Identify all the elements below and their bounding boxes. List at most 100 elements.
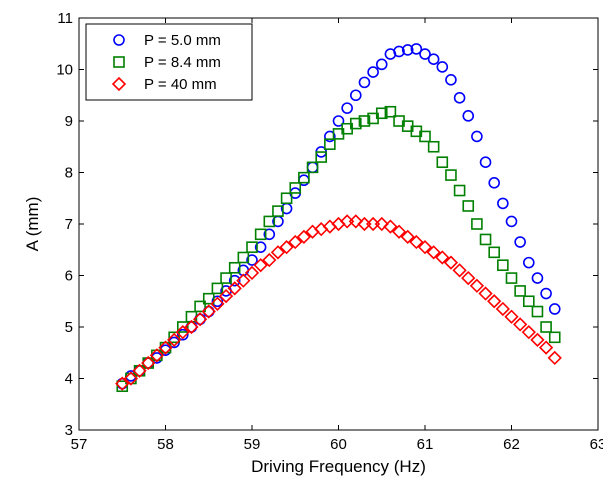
diamond-point <box>218 288 234 304</box>
circle-point <box>445 74 457 86</box>
circle-point <box>462 110 475 122</box>
x-tick-label: 62 <box>503 436 520 453</box>
circle-point <box>324 130 336 143</box>
diamond-point <box>513 317 528 332</box>
circle-point <box>436 61 449 73</box>
legend: P = 5.0 mm P = 8.4 mm P = 40 mm <box>85 23 253 101</box>
diamond-point <box>192 312 208 327</box>
circle-point <box>531 272 544 284</box>
x-tick-label: 63 <box>590 436 603 453</box>
diamond-point <box>253 258 268 273</box>
legend-entry-label: P = 40 mm <box>144 76 217 93</box>
circle-point <box>427 53 440 66</box>
circle-point <box>246 254 258 266</box>
square-point <box>168 331 180 344</box>
square-point <box>384 105 397 118</box>
diamond-point <box>521 325 536 340</box>
diamond-point <box>279 240 294 255</box>
legend-entry-label: P = 5.0 mm <box>144 32 221 49</box>
circle-point <box>254 241 267 253</box>
diamond-point <box>141 355 156 371</box>
circle-point <box>514 236 526 248</box>
x-tick-label: 58 <box>157 436 174 453</box>
circle-point <box>479 156 492 168</box>
y-tick-label: 6 <box>65 268 73 285</box>
legend-square-marker <box>113 56 125 68</box>
y-tick-label: 11 <box>57 10 73 27</box>
circle-point <box>497 197 509 210</box>
diamond-point <box>288 234 303 250</box>
y-tick-label: 4 <box>65 371 73 388</box>
diamond-point <box>417 240 433 255</box>
diamond-point <box>210 296 225 311</box>
square-point <box>315 151 328 163</box>
square-point <box>358 115 371 127</box>
square-point <box>349 117 362 130</box>
square-point <box>514 285 526 297</box>
square-point <box>531 305 544 318</box>
circle-point <box>341 102 353 114</box>
x-tick-label: 57 <box>71 436 88 453</box>
diamond-point <box>296 229 312 245</box>
square-point <box>254 228 267 241</box>
square-point <box>488 246 501 259</box>
diamond-point <box>391 224 407 239</box>
diamond-point <box>158 340 173 355</box>
diamond-point <box>262 252 277 268</box>
diamond-point <box>409 234 424 250</box>
circle-point <box>419 48 431 60</box>
circle-point <box>540 287 552 300</box>
diamond-point <box>115 376 130 391</box>
circle-point <box>375 58 388 71</box>
square-point <box>298 171 310 184</box>
circle-point <box>332 115 345 127</box>
circle-point <box>401 44 414 56</box>
y-tick-label: 8 <box>65 165 73 182</box>
circle-point <box>349 89 362 102</box>
circle-point <box>211 295 224 308</box>
legend-entry-label: P = 8.4 mm <box>144 54 221 71</box>
diamond-point <box>435 250 450 265</box>
square-point <box>436 156 449 168</box>
square-point <box>272 205 284 217</box>
diamond-point <box>426 245 441 260</box>
square-point <box>453 184 466 197</box>
series-diamond <box>115 214 562 391</box>
diamond-point <box>504 309 519 324</box>
diamond-point <box>244 265 260 281</box>
diamond-point <box>348 214 363 229</box>
diamond-point <box>149 348 164 363</box>
diamond-point <box>443 255 459 270</box>
square-point <box>375 107 388 120</box>
circle-point <box>358 76 371 89</box>
square-point <box>497 259 509 272</box>
diamond-point <box>132 363 147 378</box>
square-point <box>194 300 206 313</box>
square-point <box>427 140 440 153</box>
circle-point <box>410 43 423 55</box>
square-point <box>289 182 302 194</box>
circle-point <box>393 45 405 58</box>
square-point <box>445 169 457 181</box>
circle-point <box>522 256 535 269</box>
y-tick-label: 9 <box>65 113 73 130</box>
circle-point <box>177 328 189 341</box>
square-point <box>211 282 224 295</box>
x-tick-label: 59 <box>244 436 261 453</box>
diamond-point <box>236 273 251 288</box>
square-point <box>419 130 431 143</box>
diamond-point <box>201 304 216 319</box>
square-point <box>471 218 483 230</box>
square-point <box>202 292 215 305</box>
circle-point <box>488 177 501 189</box>
y-tick-label: 7 <box>65 216 73 233</box>
square-point <box>116 380 129 393</box>
legend-diamond-marker <box>111 76 127 92</box>
square-point <box>540 321 552 333</box>
square-point <box>505 272 518 284</box>
diamond-point <box>227 281 242 296</box>
square-point <box>280 192 293 205</box>
diamond-point <box>495 301 510 317</box>
square-point <box>462 200 475 212</box>
